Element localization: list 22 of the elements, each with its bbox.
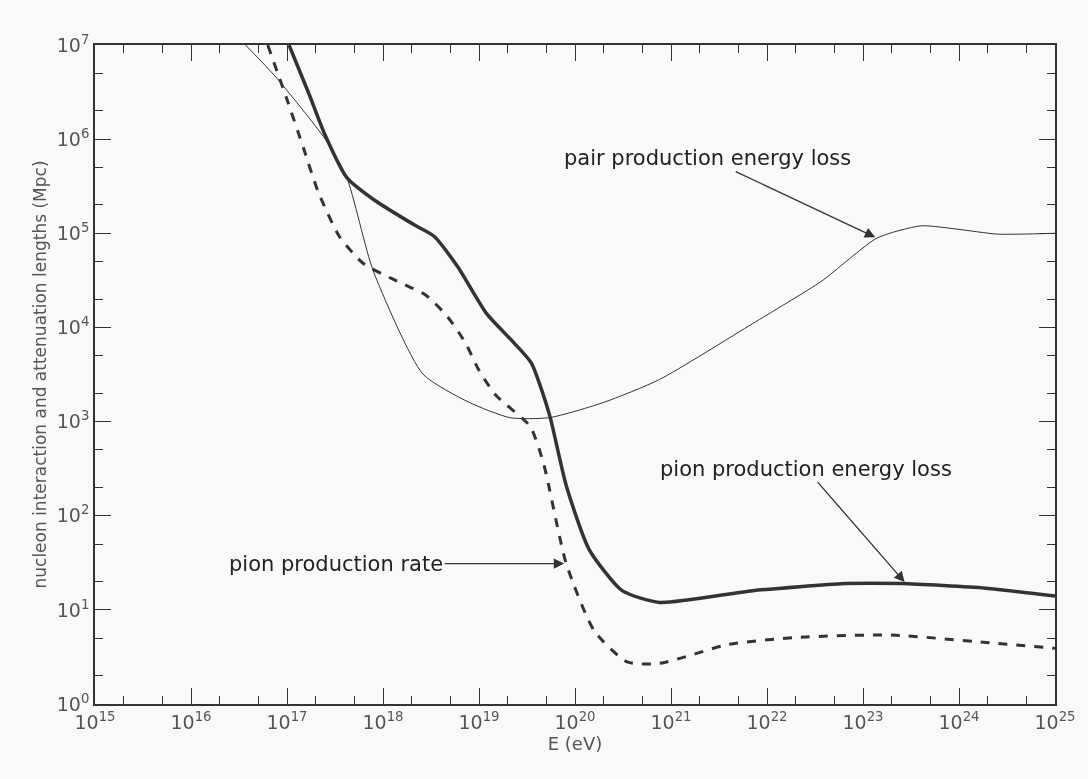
x-tick-label: 10$^{17}$	[266, 708, 308, 733]
x-tick-label: 10$^{20}$	[554, 708, 596, 733]
y-tick-label: 10$^{1}$	[56, 596, 90, 621]
x-tick-label: 10$^{19}$	[458, 708, 500, 733]
x-tick-label: 10$^{16}$	[170, 708, 212, 733]
y-tick-label: 10$^{2}$	[56, 502, 90, 527]
x-tick-label: 10$^{25}$	[1034, 708, 1076, 733]
x-tick-label: 10$^{24}$	[938, 708, 980, 733]
x-tick-label: 10$^{21}$	[650, 708, 692, 733]
y-tick-label: 10$^{3}$	[56, 408, 90, 433]
x-axis-title: E (eV)	[547, 732, 603, 754]
x-tick-label: 10$^{22}$	[746, 708, 788, 733]
x-tick-label: 10$^{18}$	[362, 708, 404, 733]
y-tick-label: 10$^{4}$	[56, 314, 90, 339]
y-tick-label: 10$^{6}$	[56, 125, 90, 150]
y-axis-title: nucleon interaction and attenuation lengths (Mpc)	[29, 160, 50, 589]
y-tick-label: 10$^{7}$	[56, 31, 90, 56]
annotation: pion production energy loss	[660, 457, 952, 481]
x-tick-label: 10$^{23}$	[842, 708, 884, 733]
annotation: pair production energy loss	[564, 146, 852, 170]
annotation: pion production rate	[229, 552, 444, 576]
y-tick-label: 10$^{5}$	[56, 219, 90, 244]
